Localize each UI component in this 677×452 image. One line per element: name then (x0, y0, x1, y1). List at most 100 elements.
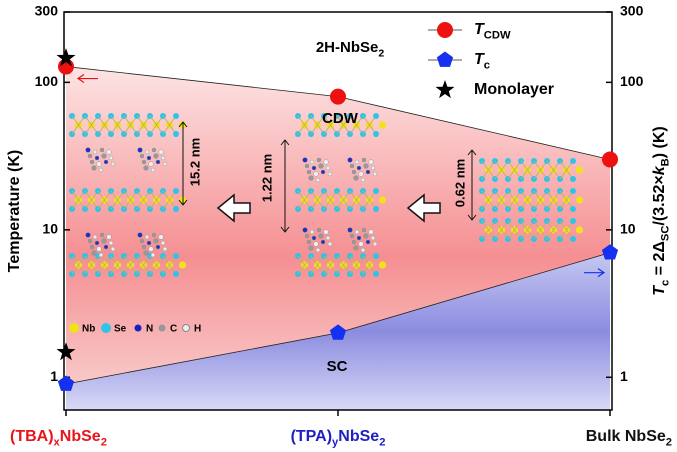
organic-atom (153, 153, 159, 159)
organic-atom (354, 159, 360, 165)
marker-star (56, 48, 76, 67)
se-atom (173, 206, 179, 212)
sc-region (66, 252, 610, 410)
organic-atom (365, 169, 371, 175)
y-tick-label: 100 (35, 73, 59, 89)
organic-atom (158, 234, 164, 240)
text-part: T (651, 285, 668, 296)
organic-atom (101, 153, 107, 159)
organic-atom (320, 239, 326, 245)
organic-atom (143, 165, 149, 171)
organic-atom (150, 167, 156, 173)
organic-atom (361, 227, 367, 233)
organic-atom (372, 171, 378, 177)
organic-atom (110, 161, 116, 167)
cdw-region (66, 66, 610, 385)
organic-atom (318, 163, 324, 169)
atom-key (182, 324, 190, 332)
organic-atom (101, 238, 107, 244)
organic-atom (162, 246, 168, 252)
organic-atom (141, 159, 147, 165)
organic-atom (309, 159, 315, 165)
marker-pentagon (436, 51, 454, 67)
y-tick-label: 300 (35, 3, 59, 19)
organic-atom (325, 165, 331, 171)
organic-atom (137, 232, 143, 238)
x-tick-label: (TBA)xNbSe2 (10, 428, 107, 448)
atom-key-label: Se (114, 324, 127, 335)
organic-atom (320, 169, 326, 175)
organic-atom (360, 177, 366, 183)
organic-atom (137, 147, 143, 153)
organic-atom (372, 241, 378, 247)
organic-atom (160, 155, 166, 161)
organic-atom (318, 233, 324, 239)
organic-atom (141, 244, 147, 250)
text-part: x (54, 437, 61, 449)
organic-atom (98, 167, 104, 173)
pointer-arrow (76, 74, 98, 84)
organic-atom (315, 247, 321, 253)
organic-atom (144, 149, 150, 155)
marker-pentagon (601, 244, 619, 260)
organic-atom (327, 241, 333, 247)
organic-atom (103, 159, 109, 165)
organic-atom (358, 241, 364, 247)
organic-atom (353, 245, 359, 251)
marker-pentagon (57, 375, 75, 391)
hollow-arrow (216, 193, 251, 223)
atom-key-label: C (170, 324, 177, 335)
organic-atom (325, 235, 331, 241)
organic-atom (315, 177, 321, 183)
organic-atom (323, 229, 329, 235)
organic-atom (368, 159, 374, 165)
organic-atom (110, 246, 116, 252)
marker-star (56, 342, 76, 361)
marker-circle (437, 22, 453, 38)
atom-key (101, 323, 111, 333)
organic-atom (349, 233, 355, 239)
y2-tick-label: 10 (620, 221, 636, 237)
organic-atom (139, 153, 145, 159)
text-part: 2 (378, 47, 384, 59)
y2-tick-label: 100 (620, 73, 644, 89)
organic-atom (91, 165, 97, 171)
se-atom (570, 158, 576, 164)
text-part: Bulk NbSe (586, 428, 666, 445)
hollow-arrow (406, 193, 441, 223)
material-label: 2H-NbSe2 (316, 39, 385, 59)
se-atom (373, 271, 379, 277)
organic-atom (153, 238, 159, 244)
text-part: B (660, 158, 672, 166)
organic-atom (108, 240, 114, 246)
text-part: (TBA) (10, 428, 54, 445)
text-part: k (651, 165, 668, 175)
text-part: y (332, 437, 339, 449)
text-part: T (474, 51, 485, 68)
organic-atom (323, 159, 329, 165)
organic-atom (311, 235, 317, 241)
organic-atom (370, 235, 376, 241)
nb-atom (378, 261, 387, 269)
organic-atom (89, 159, 95, 165)
organic-atom (347, 227, 353, 233)
x-tick-label: Bulk NbSe2 (586, 428, 672, 448)
organic-atom (313, 171, 319, 177)
se-atom (373, 131, 379, 137)
organic-atom (311, 165, 317, 171)
sc-label: SC (327, 358, 348, 375)
y2-tick-label: 1 (620, 368, 628, 384)
organic-atom (106, 234, 112, 240)
se-atom (373, 253, 379, 259)
spacing-label: 15.2 nm (187, 138, 202, 186)
pointer-arrow (584, 268, 606, 278)
organic-atom (108, 155, 114, 161)
organic-atom (356, 165, 362, 171)
text-part: (TPA) (291, 428, 332, 445)
text-part: NbSe (60, 428, 101, 445)
se-atom (173, 253, 179, 259)
se-atom (173, 271, 179, 277)
organic-atom (356, 235, 362, 241)
organic-atom (365, 239, 371, 245)
